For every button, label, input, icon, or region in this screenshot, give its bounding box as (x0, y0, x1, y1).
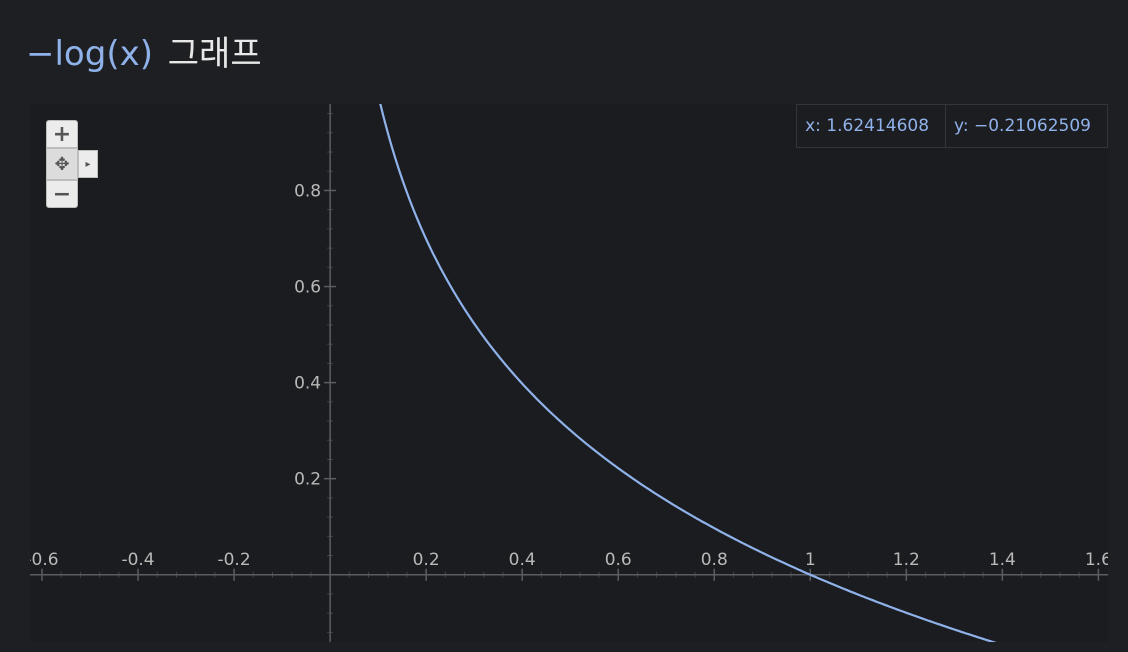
graph-canvas[interactable]: -0.6 -0.4 -0.2 0.2 0.4 0.6 0.8 1 1.2 1.4 1.6 0.2 0.4… (30, 104, 1108, 642)
minor-ticks (41, 113, 1099, 633)
y-tick-label: 0.2 (294, 470, 321, 490)
y-tick-label: 0.4 (294, 374, 321, 394)
plot-area[interactable]: -0.6 -0.4 -0.2 0.2 0.4 0.6 0.8 1 1.2 1.4 1.6 0.2 0.4… (30, 104, 1108, 642)
coordinate-readout: x: 1.62414608 y: −0.21062509 (796, 104, 1108, 148)
zoom-out-button[interactable]: − (46, 180, 78, 208)
x-tick-label: -0.4 (121, 550, 154, 570)
x-coordinate: x: 1.62414608 (805, 116, 930, 136)
x-tick-label: 1 (805, 550, 816, 570)
expand-arrow-icon[interactable]: ▸ (78, 150, 98, 178)
major-ticks (41, 189, 1100, 581)
x-tick-label: 0.2 (413, 550, 440, 570)
x-tick-label: 1.4 (989, 550, 1016, 570)
y-tick-label: 0.8 (294, 181, 321, 201)
x-tick-label: 0.4 (509, 550, 536, 570)
x-tick-label: -0.2 (217, 550, 250, 570)
pan-icon[interactable]: ✥ (46, 148, 78, 180)
tick-labels: -0.6 -0.4 -0.2 0.2 0.4 0.6 0.8 1 1.2 1.4 1.6 0.2 0.4… (30, 181, 1108, 569)
zoom-in-button[interactable]: + (46, 120, 78, 148)
page-title: −log(x) 그래프 (26, 30, 262, 78)
graph-label: 그래프 (167, 34, 262, 74)
y-tick-label: 0.6 (294, 278, 321, 298)
x-tick-label: -0.6 (30, 550, 59, 570)
x-tick-label: 1.6 (1085, 550, 1108, 570)
navigation-control: + ✥ ▸ − (46, 120, 99, 210)
x-tick-label: 0.6 (605, 550, 632, 570)
function-label: −log(x) (26, 34, 153, 74)
x-tick-label: 0.8 (701, 550, 728, 570)
x-tick-label: 1.2 (893, 550, 920, 570)
function-curve (379, 104, 997, 642)
y-coordinate: y: −0.21062509 (945, 105, 1107, 147)
